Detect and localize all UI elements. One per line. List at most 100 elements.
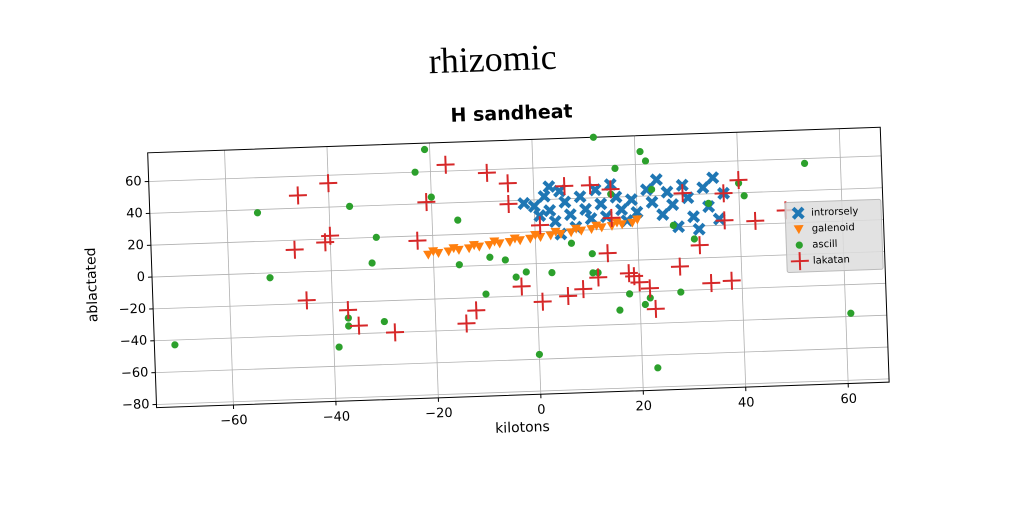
scatter-point [499, 195, 518, 214]
scatter-point [498, 174, 517, 193]
scatter-point [339, 301, 358, 320]
scatter-point [565, 209, 575, 219]
scatter-point [740, 192, 747, 199]
scatter-point [368, 259, 375, 266]
scatter-point [691, 235, 698, 242]
scatter-point [411, 168, 418, 175]
scatter-point [654, 364, 661, 371]
scatter-point [421, 146, 428, 153]
scatter-point [683, 193, 693, 203]
chart-title: H sandheat [450, 100, 573, 126]
scatter-point [373, 234, 380, 241]
scatter-point [560, 197, 570, 207]
scatter-point [386, 323, 405, 342]
scatter-point [486, 254, 493, 261]
grid-line [151, 220, 884, 246]
scatter-point [568, 240, 575, 247]
y-tick-label: −80 [122, 397, 150, 413]
scatter-point [456, 261, 463, 268]
scatter-point [539, 191, 549, 201]
grid-line [149, 156, 882, 182]
scatter-point [714, 184, 733, 203]
grid-line [150, 188, 883, 214]
x-tick-label: 0 [537, 403, 546, 418]
scatter-point [658, 209, 668, 219]
scatter-point [626, 290, 633, 297]
scatter-point [626, 195, 636, 205]
scatter-point [598, 244, 617, 263]
scatter-point [589, 250, 596, 257]
scatter-point [512, 273, 519, 280]
scatter-point [677, 288, 684, 295]
scatter-point [688, 212, 698, 222]
scatter-point [715, 211, 734, 230]
y-tick-label: −20 [118, 302, 146, 318]
grid-line [225, 150, 234, 405]
scatter-point [381, 318, 388, 325]
scatter-point [545, 205, 555, 215]
scatter-point [467, 301, 486, 320]
scatter-point [722, 271, 741, 290]
scatter-point [636, 148, 643, 155]
grid-line [155, 347, 888, 373]
grid-line [634, 136, 643, 391]
scatter-point [319, 174, 338, 193]
scatter-point [746, 212, 765, 231]
x-tick-label: 40 [738, 395, 755, 411]
scatter-point [596, 199, 606, 209]
scatter-point [482, 290, 489, 297]
scatter-point [671, 257, 690, 276]
scatter-point [536, 351, 543, 358]
scatter-point [646, 300, 665, 319]
scatter-point [289, 186, 308, 205]
scatter-point [620, 264, 639, 283]
scatter-point [346, 203, 353, 210]
x-tick-label: 60 [840, 392, 857, 408]
scatter-point [801, 160, 808, 167]
grid-line [737, 132, 746, 387]
y-tick-label: −40 [120, 334, 148, 350]
suptitle: rhizomic [428, 37, 557, 81]
scatter-point [285, 240, 304, 259]
plot-group: rhizomic H sandheat kilotons ablactated … [76, 26, 890, 451]
scatter-point [847, 310, 854, 317]
scatter-point [590, 134, 597, 141]
scatter-point [590, 185, 600, 195]
x-tick-label: −60 [220, 413, 248, 429]
scatter-point [642, 157, 649, 164]
scatter-point [647, 197, 657, 207]
legend-label: introrsely [811, 206, 859, 219]
scatter-point [478, 164, 497, 183]
scatter-point [519, 198, 529, 208]
y-tick-label: 40 [126, 206, 143, 222]
scatter-point [171, 341, 178, 348]
x-tick-label: 20 [635, 399, 652, 415]
x-tick-label: −20 [425, 406, 453, 422]
scatter-point [580, 204, 590, 214]
scatter-point [616, 204, 626, 214]
grid-line [429, 143, 438, 398]
scatter-point [266, 274, 273, 281]
y-tick-label: 0 [136, 270, 145, 285]
scatter-point [502, 256, 509, 263]
grid-line [154, 315, 887, 341]
y-tick-label: 20 [127, 238, 144, 254]
grid-line [156, 379, 889, 405]
legend-label: lakatan [813, 254, 850, 266]
y-tick-label: 60 [125, 174, 142, 190]
legend-label: ascill [812, 239, 838, 251]
scatter-point [694, 224, 704, 234]
scatter-point [554, 186, 564, 196]
scatter-point [350, 316, 369, 335]
scatter-point [642, 301, 649, 308]
scatter-point [297, 291, 316, 310]
y-axis-label: ablactated [83, 247, 102, 322]
x-axis-label: kilotons [495, 419, 550, 437]
scatter-point [408, 231, 427, 250]
scatter-point [575, 192, 585, 202]
scatter-point [667, 199, 677, 209]
scatter-point [708, 173, 718, 183]
scatter-point [662, 187, 672, 197]
